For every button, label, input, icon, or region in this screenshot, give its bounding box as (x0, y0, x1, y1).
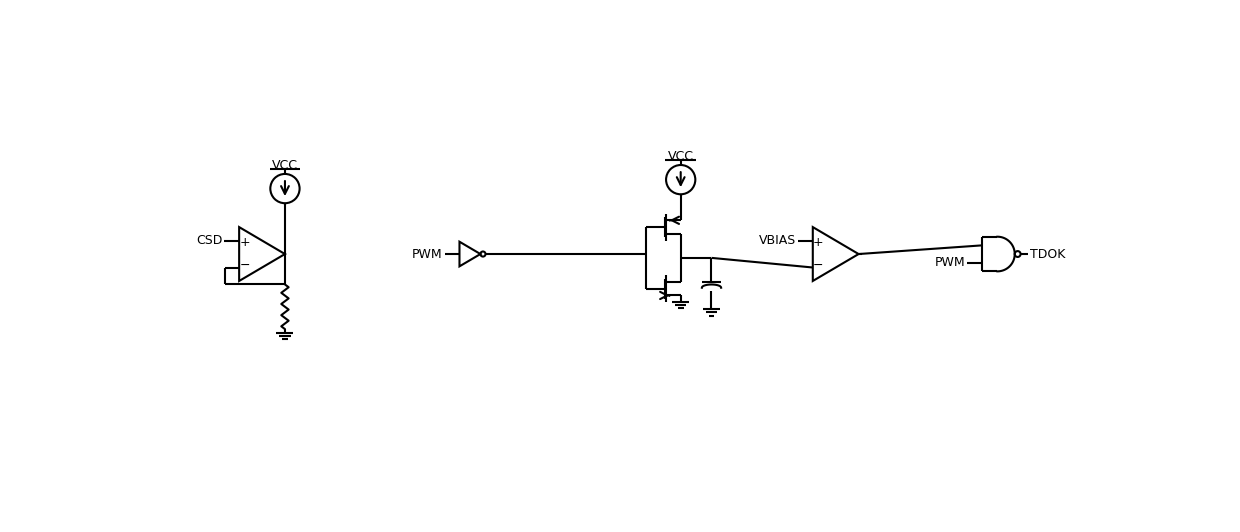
Text: VCC: VCC (272, 159, 298, 172)
Text: CSD: CSD (196, 234, 222, 247)
Text: −: − (239, 259, 249, 272)
Text: PWM: PWM (935, 256, 965, 269)
Text: PWM: PWM (412, 247, 443, 261)
Text: TDOK: TDOK (1029, 247, 1065, 261)
Text: VCC: VCC (667, 149, 693, 163)
Text: −: − (813, 259, 823, 272)
Text: +: + (813, 236, 823, 249)
Text: +: + (239, 236, 249, 249)
Text: VBIAS: VBIAS (759, 234, 796, 247)
